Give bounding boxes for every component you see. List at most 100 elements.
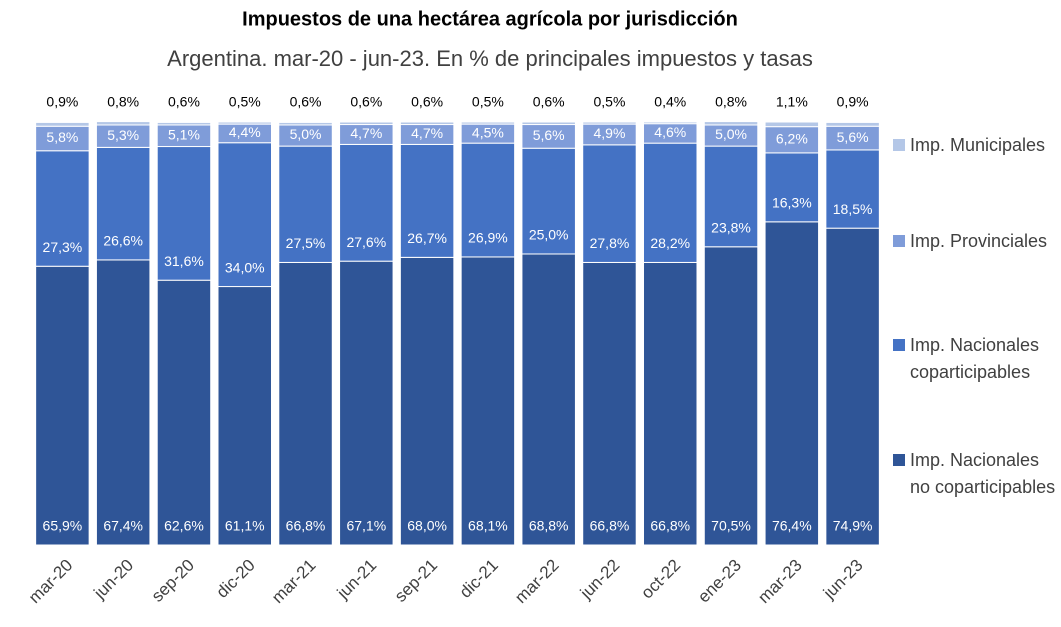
data-label: 27,3%	[43, 239, 83, 255]
bar-segment	[521, 147, 576, 255]
bar-segment	[339, 260, 394, 546]
bar-segment	[35, 121, 90, 127]
data-label: 4,5%	[472, 124, 504, 140]
data-label: 0,6%	[533, 94, 565, 110]
bar-segment	[521, 253, 576, 546]
bar-segment	[643, 121, 698, 125]
x-tick-label: mar-22	[511, 556, 563, 608]
bar-segment	[460, 142, 516, 258]
bar-segment	[399, 256, 455, 546]
bar-segment	[339, 143, 394, 262]
data-label: 26,9%	[468, 230, 508, 246]
bar-segment	[764, 221, 820, 546]
data-label: 5,0%	[290, 126, 322, 142]
data-label: 0,6%	[290, 94, 322, 110]
bar-segment	[643, 261, 698, 546]
data-label: 0,5%	[229, 94, 261, 110]
bar-segment	[764, 126, 820, 154]
x-tick-label: jun-23	[819, 556, 867, 604]
data-label: 27,5%	[286, 235, 326, 251]
legend-entry: Imp. Nacionales coparticipables	[893, 332, 1058, 386]
x-tick-label: mar-23	[754, 556, 806, 608]
bar-segment	[764, 152, 820, 223]
legend-label: Imp. Municipales	[910, 135, 1046, 155]
data-label: 0,4%	[654, 94, 686, 110]
data-label: 27,6%	[346, 234, 386, 250]
data-label: 74,9%	[833, 518, 873, 534]
data-label: 5,6%	[533, 127, 565, 143]
data-label: 0,5%	[472, 94, 504, 110]
bar-segment	[156, 279, 212, 546]
chart-subtitle: Argentina. mar-20 - jun-23. En % de prin…	[167, 46, 813, 71]
data-label: 0,6%	[350, 94, 382, 110]
data-label: 5,3%	[107, 127, 139, 143]
data-label: 76,4%	[772, 518, 812, 534]
x-tick-label: mar-20	[25, 556, 77, 608]
bar-segment	[278, 121, 333, 126]
x-tick-label: sep-21	[391, 556, 441, 606]
data-label: 0,6%	[168, 94, 200, 110]
bar-segment	[825, 227, 880, 546]
bar-segment	[95, 121, 151, 126]
bar-segment	[703, 121, 759, 126]
bar-segment	[643, 142, 698, 263]
data-label: 4,6%	[654, 124, 686, 140]
data-label: 0,8%	[107, 94, 139, 110]
data-label: 0,5%	[594, 94, 626, 110]
data-label: 28,2%	[650, 235, 690, 251]
bar-segment	[95, 259, 151, 546]
data-label: 5,8%	[46, 129, 78, 145]
bar-segment	[156, 121, 212, 126]
data-label: 66,8%	[590, 518, 630, 534]
bar-segment	[582, 261, 637, 546]
data-label: 70,5%	[711, 518, 751, 534]
data-label: 26,6%	[103, 233, 143, 249]
data-label: 68,8%	[529, 518, 569, 534]
bar-segment	[278, 261, 333, 546]
bar-segment	[764, 121, 820, 128]
bar-segment	[156, 146, 212, 281]
data-label: 25,0%	[529, 227, 569, 243]
data-label: 68,0%	[407, 518, 447, 534]
data-label: 0,9%	[46, 94, 78, 110]
legend-swatch	[893, 454, 905, 466]
bar-segment	[399, 121, 455, 126]
data-label: 67,4%	[103, 518, 143, 534]
bar-segment	[217, 121, 272, 125]
data-label: 4,4%	[229, 124, 261, 140]
data-label: 68,1%	[468, 518, 508, 534]
data-label: 4,7%	[350, 125, 382, 141]
bar-segment	[35, 150, 90, 267]
bar-segment	[399, 143, 455, 258]
data-label: 6,2%	[776, 130, 808, 146]
data-label: 5,0%	[715, 126, 747, 142]
bar-segment	[217, 286, 272, 546]
bar-segment	[703, 145, 759, 248]
legend-label: Imp. Nacionales coparticipables	[910, 335, 1040, 382]
bar-segment	[460, 256, 516, 546]
data-label: 0,6%	[411, 94, 443, 110]
bar-segment	[339, 121, 394, 126]
data-label: 5,6%	[837, 129, 869, 145]
data-label: 34,0%	[225, 259, 265, 275]
chart-title: Impuestos de una hectárea agrícola por j…	[242, 8, 738, 30]
bar-segment	[35, 125, 90, 152]
data-label: 1,1%	[776, 94, 808, 110]
x-tick-label: sep-20	[148, 556, 198, 606]
data-label: 31,6%	[164, 253, 204, 269]
legend-entry: Imp. Provinciales	[893, 228, 1058, 255]
bar-segment	[582, 121, 637, 125]
legend-swatch	[893, 235, 905, 247]
x-tick-label: dic-20	[213, 556, 259, 602]
data-label: 0,8%	[715, 94, 747, 110]
data-label: 4,7%	[411, 125, 443, 141]
x-tick-label: jun-20	[90, 556, 138, 604]
bar-segment	[217, 142, 272, 288]
x-tick-label: ene-23	[694, 556, 745, 607]
data-label: 18,5%	[833, 201, 873, 217]
bar-segment	[460, 121, 516, 125]
bar-segment	[825, 121, 880, 127]
data-label: 67,1%	[346, 518, 386, 534]
